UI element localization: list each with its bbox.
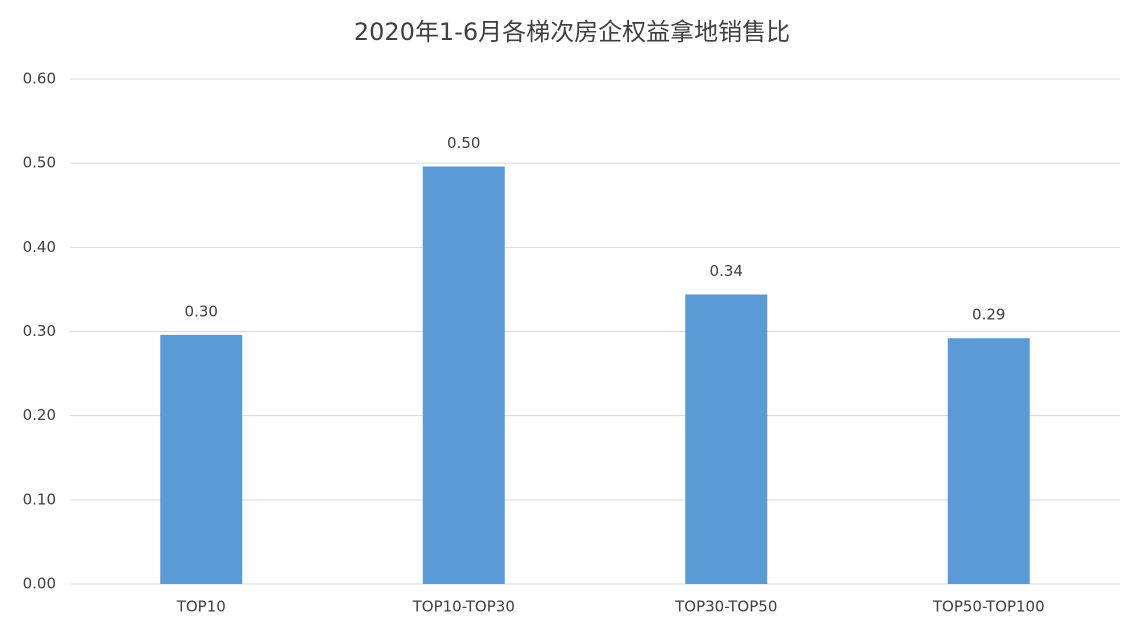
x-tick-label: TOP30-TOP50 [674, 598, 777, 616]
y-tick-label: 0.10 [23, 490, 56, 508]
data-label: 0.29 [972, 306, 1005, 324]
y-tick-label: 0.40 [23, 238, 56, 256]
bar [685, 294, 768, 584]
bar [160, 334, 243, 584]
y-tick-label: 0.30 [23, 322, 56, 340]
y-tick-label: 0.60 [23, 70, 56, 88]
data-label: 0.30 [185, 302, 218, 320]
data-label: 0.50 [447, 134, 480, 152]
bar [422, 166, 505, 585]
x-tick-label: TOP10-TOP30 [412, 598, 515, 616]
bar [947, 338, 1030, 584]
y-tick-label: 0.20 [23, 406, 56, 424]
x-tick-label: TOP10 [176, 598, 226, 616]
y-tick-label: 0.00 [23, 575, 56, 593]
chart-title: 2020年1-6月各梯次房企权益拿地销售比 [354, 18, 790, 46]
x-tick-label: TOP50-TOP100 [932, 598, 1045, 616]
data-label: 0.34 [710, 262, 743, 280]
y-tick-label: 0.50 [23, 154, 56, 172]
